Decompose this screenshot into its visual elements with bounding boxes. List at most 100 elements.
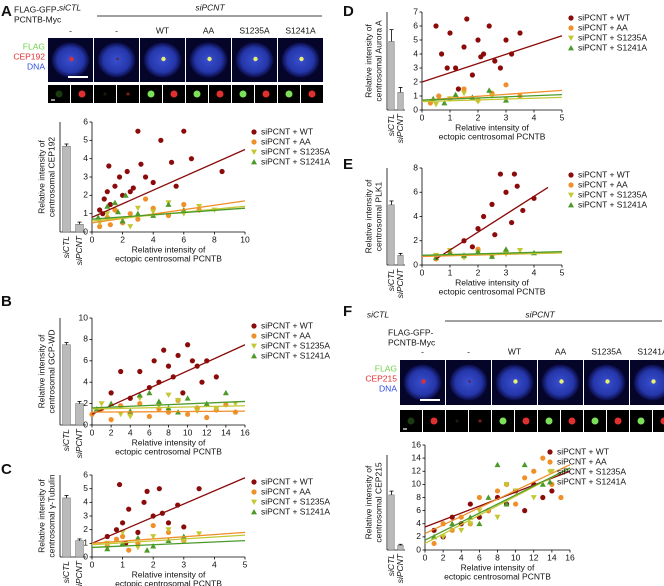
data-point [485, 494, 492, 500]
data-point [107, 222, 113, 228]
legend-label: siPCNT + WT [261, 320, 313, 330]
legend-label: siPCNT + WT [578, 169, 630, 179]
data-point [165, 201, 172, 207]
data-point [165, 363, 172, 369]
data-point [509, 219, 515, 226]
data-point [196, 203, 203, 210]
y-tick-label: 6 [83, 355, 88, 365]
trend-line [424, 464, 571, 535]
x-tick-label: 4 [459, 552, 464, 562]
data-point [104, 203, 111, 209]
data-point [497, 171, 503, 177]
data-point [181, 128, 187, 134]
category-label: siPCNT [74, 235, 84, 265]
data-point [168, 159, 175, 165]
data-point [447, 30, 453, 36]
y-tick-label: 4 [413, 48, 418, 58]
y-tick-label: 1 [413, 90, 418, 100]
data-point [184, 395, 191, 401]
data-point [104, 189, 110, 195]
group-label: siCTL [59, 2, 81, 12]
category-label: siPCNT [395, 268, 405, 298]
inset-signal [522, 417, 530, 425]
bar [388, 494, 395, 551]
data-point [511, 171, 517, 177]
x-tick-label: 12 [202, 427, 212, 437]
inset-signal [660, 417, 664, 425]
legend-label: siPCNT + WT [261, 476, 313, 486]
category-label: siCTL [386, 269, 396, 291]
data-point [180, 390, 186, 396]
trend-line [421, 96, 563, 103]
centrosome [299, 56, 304, 62]
category-label: siCTL [386, 554, 396, 576]
data-point [531, 468, 537, 474]
x-tick-label: 4 [151, 234, 156, 244]
data-point [113, 527, 120, 533]
y-tick-label: 10 [79, 312, 89, 322]
x-tick-label: 16 [240, 427, 250, 437]
inset-signal [170, 90, 178, 98]
trend-line [421, 251, 563, 256]
data-point [122, 192, 129, 198]
legend-marker [251, 499, 257, 505]
panel-label: C [1, 461, 12, 478]
y-axis-label: centrosomal CEP215 [373, 462, 383, 543]
data-point [126, 547, 132, 553]
column-label: S1241A [285, 25, 316, 35]
y-tick-label: 4 [83, 497, 88, 507]
legend-marker [251, 489, 257, 495]
centrosome [207, 56, 212, 62]
x-tick-label: 6 [477, 552, 482, 562]
y-tick-label: 7 [413, 6, 418, 16]
legend-marker [251, 333, 257, 339]
x-tick-label: 2 [476, 112, 481, 122]
x-tick-label: 2 [151, 559, 156, 569]
legend-label: siPCNT + AA [578, 22, 628, 32]
inset-signal [430, 417, 438, 425]
data-point [540, 494, 546, 501]
legend-label: siPCNT + S1235A [261, 146, 330, 156]
y-axis-label: Relative intensity of [36, 334, 46, 408]
y-axis-label: Relative intensity of [363, 179, 373, 253]
y-tick-label: 0 [83, 551, 88, 561]
bar [75, 224, 84, 233]
legend-label: siPCNT + WT [261, 126, 313, 136]
column-label: - [467, 346, 470, 356]
channel-label: FLAG [375, 363, 397, 373]
column-label: AA [203, 25, 215, 35]
x-tick-label: 2 [441, 552, 446, 562]
panel-label: F [343, 303, 352, 320]
x-tick-label: 0 [90, 559, 95, 569]
data-point [486, 23, 492, 29]
data-point [144, 488, 150, 494]
data-point [97, 223, 103, 230]
data-point [134, 210, 141, 217]
data-point [449, 520, 456, 527]
x-axis-label: ectopic centrosomal PCNTB [444, 571, 551, 581]
y-axis-label: centrosomal CEP192 [46, 137, 56, 218]
data-point [497, 65, 503, 71]
data-point [492, 232, 498, 238]
data-point [489, 93, 495, 99]
legend-marker [568, 202, 574, 208]
data-point [440, 534, 447, 540]
data-point [492, 58, 498, 64]
x-tick-label: 14 [221, 427, 231, 437]
inset-signal [568, 417, 576, 425]
legend-marker [568, 172, 574, 178]
data-point [165, 520, 172, 526]
legend-marker [547, 469, 553, 475]
data-point [558, 494, 564, 501]
legend-label: siPCNT + S1241A [261, 506, 330, 516]
data-point [97, 207, 103, 213]
data-point [127, 211, 133, 217]
x-tick-label: 5 [243, 559, 248, 569]
data-point [433, 102, 439, 108]
y-tick-label: 1 [83, 538, 88, 548]
legend-marker [568, 182, 574, 188]
x-tick-label: 12 [529, 552, 539, 562]
legend-marker [568, 45, 574, 51]
legend-marker [251, 353, 257, 359]
data-point [222, 389, 229, 396]
